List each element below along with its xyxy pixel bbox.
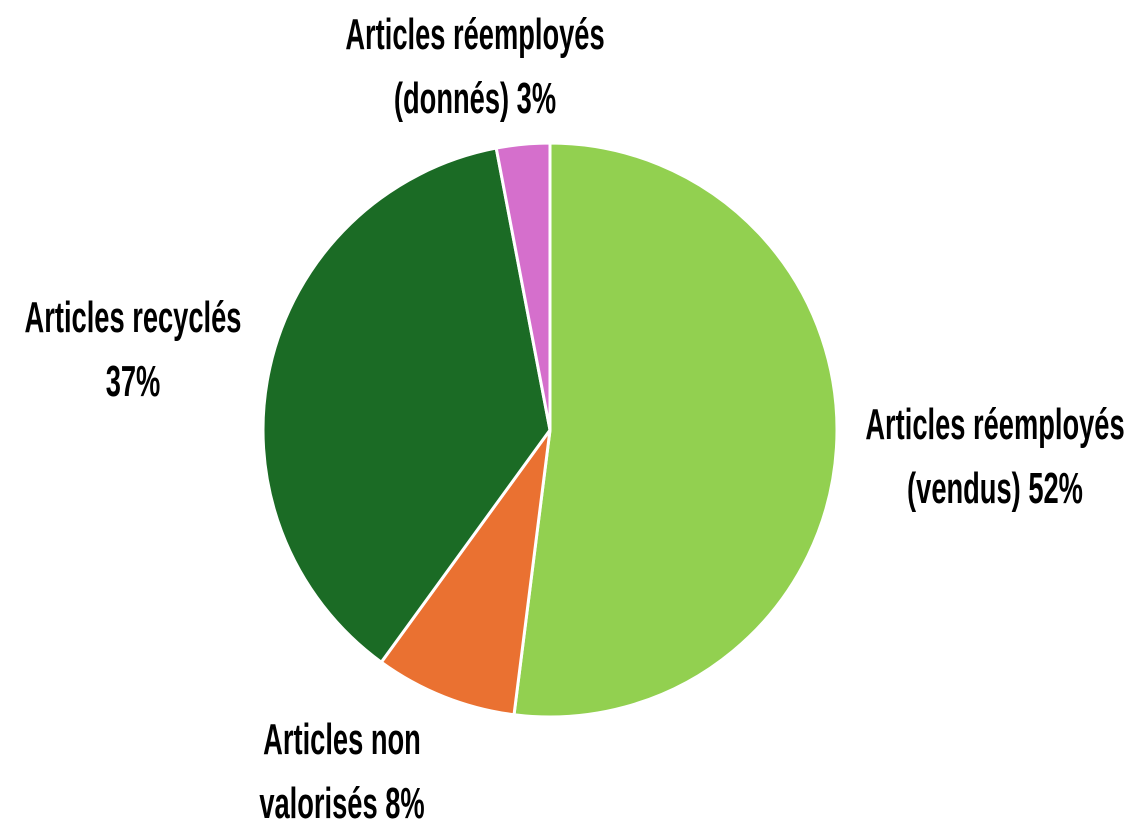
slice-label: Articles réemployés (donnés) 3%: [326, 3, 624, 131]
category-label: Articles non valorisés: [259, 715, 421, 828]
value-label: 8%: [385, 779, 425, 828]
value-label: 37%: [105, 357, 161, 406]
slice-label: Articles réemployés (vendus) 52%: [846, 393, 1143, 521]
slice-label: Articles non valorisés 8%: [240, 708, 445, 836]
value-label: 3%: [516, 74, 557, 123]
pie-slice: [512, 141, 839, 719]
value-label: 52%: [1028, 464, 1083, 513]
category-label: Articles recyclés: [24, 293, 242, 342]
pie-slice: [379, 428, 552, 717]
category-label: Articles réemployés (donnés): [345, 10, 605, 123]
slice-label: Articles recyclés 37%: [3, 286, 263, 414]
pie-slice: [261, 146, 552, 664]
category-label: Articles réemployés (vendus): [865, 400, 1125, 513]
pie-slice: [494, 141, 552, 432]
